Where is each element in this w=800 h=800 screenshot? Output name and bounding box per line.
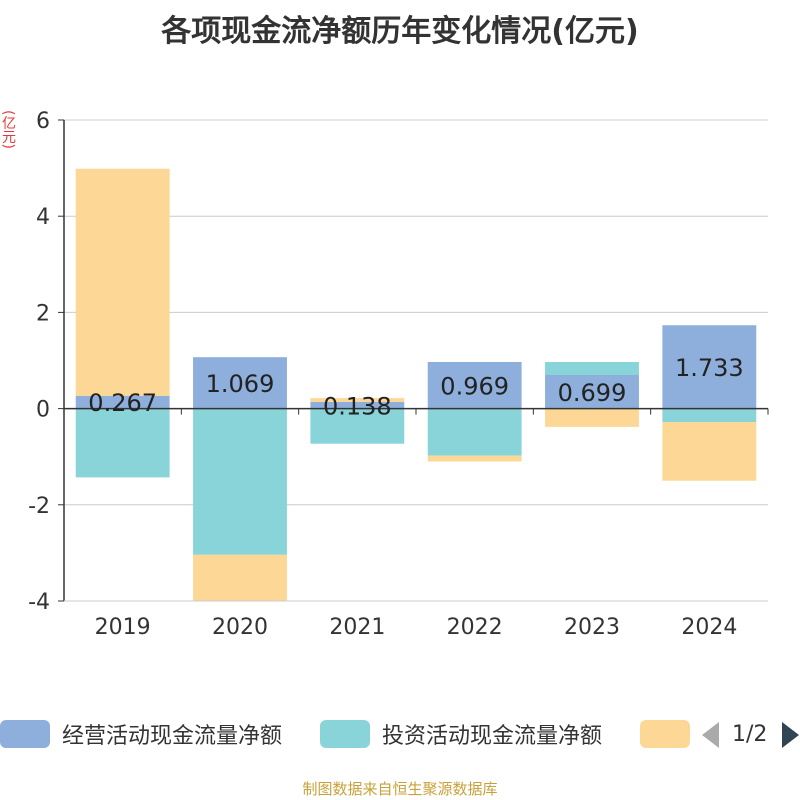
y-tick-label--4: -4 [28,590,50,615]
bar-s0-2023 [545,374,639,409]
source-note: 制图数据来自恒生聚源数据库 [302,780,498,798]
data-label-2021: 0.138 [323,392,392,420]
x-tick-label-2023: 2023 [564,615,620,640]
data-label-2024: 1.733 [675,354,744,382]
legend-item-investing[interactable]: 投资活动现金流量净额 [320,716,602,752]
bar-s1-2021 [310,408,405,444]
bar-s1-2024 [662,408,757,423]
bar-s2-2021 [310,398,405,402]
legend-item-operating[interactable]: 经营活动现金流量净额 [0,716,282,752]
y-tick-label-0: 0 [36,398,50,423]
legend-label-operating: 经营活动现金流量净额 [62,724,283,749]
bar-s1-2019 [75,408,170,478]
pager-next-icon[interactable] [782,722,799,748]
pager-page-text: 1/2 [732,722,768,747]
legend-pager: 1/2 [700,720,800,750]
pager-prev-icon[interactable] [702,722,719,748]
y-tick-label--2: -2 [28,494,50,519]
chart-title: 各项现金流净额历年变化情况(亿元) [161,14,639,49]
x-tick-label-2020: 2020 [212,615,268,640]
x-tick-label-2019: 2019 [95,615,151,640]
data-label-2019: 0.267 [88,389,157,417]
x-tick-label-2022: 2022 [447,615,503,640]
x-tick-label-2024: 2024 [681,615,737,640]
y-axis-unit: (亿元) [0,110,16,149]
bar-marks [75,168,757,601]
legend-item-financing[interactable] [640,716,690,752]
legend-swatch-operating [0,720,50,748]
bar-s1-2020 [193,408,287,555]
bar-s0-2022 [427,361,522,409]
bar-s0-2024 [662,325,757,409]
y-tick-label-6: 6 [36,109,50,134]
bar-s0-2019 [75,395,170,409]
data-label-2023: 0.699 [558,379,627,407]
bar-s2-2022 [427,455,522,462]
legend: 经营活动现金流量净额 投资活动现金流量净额 1/2 [0,716,800,752]
bar-s2-2019 [75,168,170,396]
bar-s0-2020 [193,357,287,409]
bar-s1-2022 [427,408,522,456]
data-label-2020: 1.069 [206,370,275,398]
bar-s2-2024 [662,422,757,481]
y-tick-label-4: 4 [36,205,50,230]
y-tick-label-2: 2 [36,301,50,326]
axes: -4 -2 0 2 4 6 2019 2020 2021 2022 2023 2024 [28,109,769,640]
data-labels: 0.267 1.069 0.138 0.969 0.699 1.733 [88,354,743,420]
legend-swatch-financing [640,720,690,748]
bar-s2-2023 [545,408,639,427]
bar-s0-2021 [310,401,405,409]
cash-flow-chart: -4 -2 0 2 4 6 2019 2020 2021 2022 2023 2024 0.267 1.… [28,109,769,640]
bar-s2-2020 [193,554,287,601]
x-tick-label-2021: 2021 [329,615,385,640]
legend-label-investing: 投资活动现金流量净额 [382,724,603,749]
data-label-2022: 0.969 [440,372,509,400]
legend-swatch-investing [320,720,370,748]
bar-s1-2023 [545,361,639,375]
